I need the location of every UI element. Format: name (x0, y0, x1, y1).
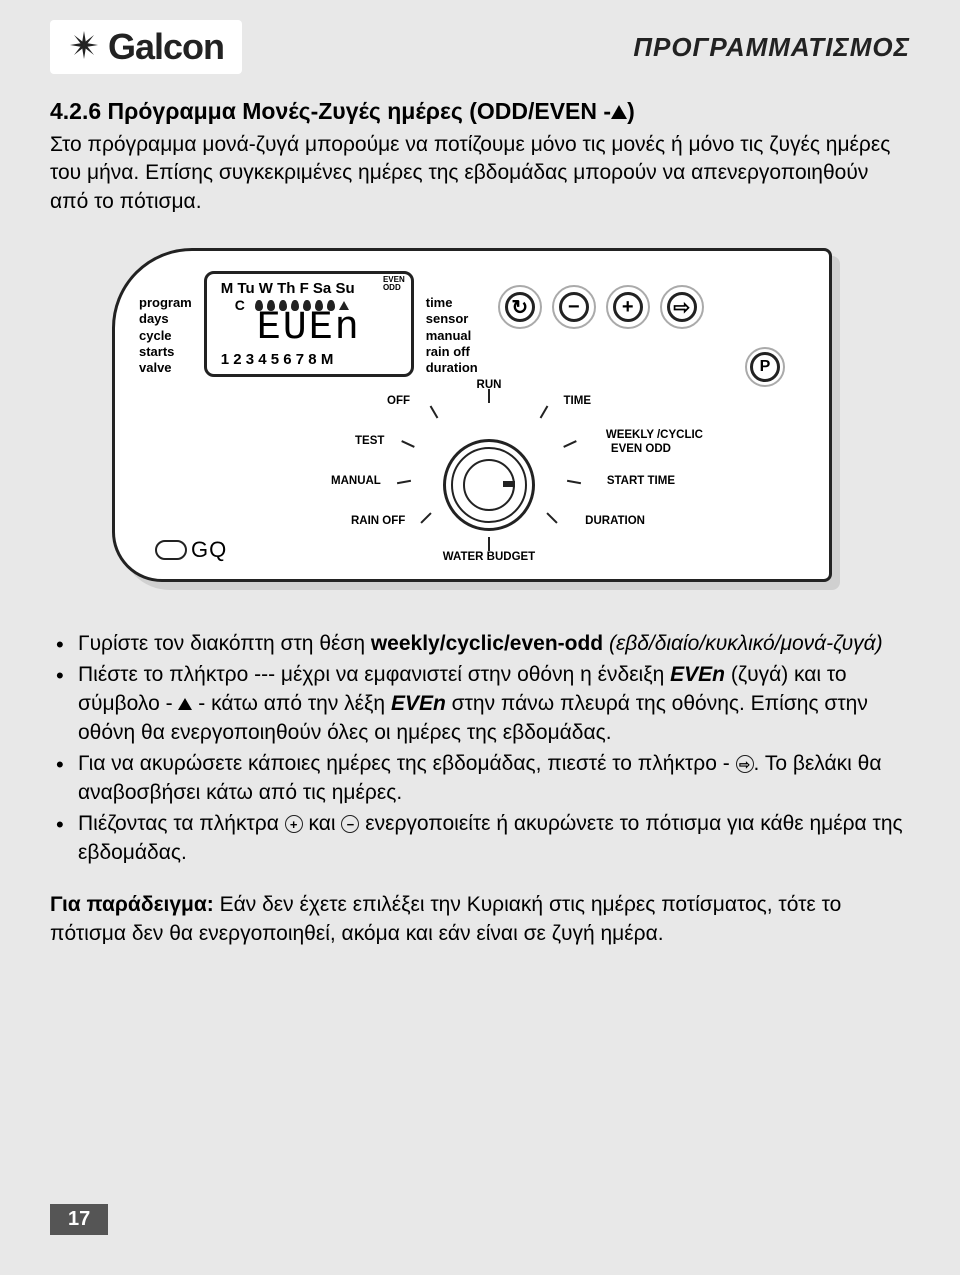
pill-icon (155, 540, 187, 560)
brand-name: Galcon (108, 26, 224, 68)
b2-mid2: - κάτω από την λέξη (192, 692, 391, 715)
b3-pre: Για να ακυρώσετε κάποιες ημέρες της εβδο… (78, 752, 736, 775)
dial-label-waterbudget: WATER BUDGET (443, 551, 535, 563)
dial-label-test: TEST (355, 435, 384, 447)
example-paragraph: Για παράδειγμα: Εάν δεν έχετε επιλέξει τ… (50, 890, 910, 949)
label-manual: manual (426, 328, 478, 344)
device-illustration: program days cycle starts valve EVEN ODD… (120, 256, 840, 590)
example-label: Για παράδειγμα: (50, 893, 214, 916)
label-duration: duration (426, 360, 478, 376)
bullet-1: Γυρίστε τον διακόπτη στη θέση weekly/cyc… (50, 630, 910, 659)
b2-em1: EVEn (670, 663, 725, 686)
cycle-icon: ↻ (505, 292, 535, 322)
section-title-close: ) (627, 98, 635, 124)
cycle-button[interactable]: ↻ (498, 285, 542, 329)
page-category: ΠΡΟΓΡΑΜΜΑΤΙΣΜΟΣ (633, 32, 910, 63)
lcd-left-labels: program days cycle starts valve (139, 295, 192, 376)
label-program: program (139, 295, 192, 311)
device-buttons: ↻ − + ⇨ (498, 285, 704, 329)
lcd-c-label: C (235, 297, 251, 313)
minus-button[interactable]: − (552, 285, 596, 329)
p-icon: P (750, 352, 780, 382)
bullet-2: Πιέστε το πλήκτρο --- μέχρι να εμφανιστε… (50, 661, 910, 748)
label-time: time (426, 295, 478, 311)
arrow-icon: ⇨ (667, 292, 697, 322)
bullet-3: Για να ακυρώσετε κάποιες ημέρες της εβδο… (50, 750, 910, 808)
galcon-icon (68, 29, 100, 66)
b4-pre: Πιέζοντας τα πλήκτρα (78, 812, 285, 835)
label-starts: starts (139, 344, 192, 360)
plus-button[interactable]: + (606, 285, 650, 329)
b4-mid: και (303, 812, 342, 835)
lcd-right-labels: time sensor manual rain off duration (426, 295, 478, 376)
dial-label-starttime: START TIME (607, 475, 675, 487)
dial-selector: RUN OFF TIME TEST WEEKLY /CYCLIC EVEN OD… (279, 381, 699, 561)
section-heading: 4.2.6 Πρόγραμμα Μονές-Ζυγές ημέρες (ODD/… (50, 98, 910, 125)
b2-pre: Πιέστε το πλήκτρο --- μέχρι να εμφανιστε… (78, 663, 670, 686)
b1-pre: Γυρίστε τον διακόπτη στη θέση (78, 632, 371, 655)
page-header: Galcon ΠΡΟΓΡΑΜΜΑΤΙΣΜΟΣ (50, 20, 910, 74)
dial-label-off: OFF (387, 395, 410, 407)
label-sensor: sensor (426, 311, 478, 327)
label-valve: valve (139, 360, 192, 376)
dial-label-rainoff: RAIN OFF (351, 515, 405, 527)
label-rainoff: rain off (426, 344, 478, 360)
dial-label-weekly: WEEKLY /CYCLIC (606, 429, 703, 441)
lcd-screen: EVEN ODD M Tu W Th F Sa Su C EUEn 1 2 3 … (204, 271, 414, 377)
label-cycle: cycle (139, 328, 192, 344)
bullet-4: Πιέζοντας τα πλήκτρα + και − ενεργοποιεί… (50, 810, 910, 868)
section-number-title: 4.2.6 Πρόγραμμα Μονές-Ζυγές ημέρες (ODD/… (50, 98, 611, 124)
lcd-corner-label: EVEN ODD (383, 276, 405, 292)
arrow-button[interactable]: ⇨ (660, 285, 704, 329)
plus-circle-icon: + (285, 815, 303, 833)
lcd-main-display: EUEn (221, 309, 397, 349)
dial-label-time: TIME (564, 395, 591, 407)
lcd-odd-label: ODD (383, 284, 405, 292)
lcd-days-row: M Tu W Th F Sa Su (221, 280, 397, 297)
minus-circle-icon: − (341, 815, 359, 833)
dial-label-evenodd: EVEN ODD (611, 443, 671, 455)
gq-logo: GQ (155, 537, 227, 563)
section-intro: Στο πρόγραμμα μονά-ζυγά μπορούμε να ποτί… (50, 131, 910, 216)
triangle-icon (178, 698, 192, 710)
b1-ital: (εβδ/διαίο/κυκλικό/μονά-ζυγά) (603, 632, 882, 655)
up-triangle-icon (611, 105, 627, 119)
page-number-badge: 17 (50, 1204, 108, 1235)
label-days: days (139, 311, 192, 327)
dial-label-manual: MANUAL (331, 475, 381, 487)
rotary-dial[interactable] (443, 439, 535, 531)
dial-label-duration: DURATION (585, 515, 645, 527)
brand-logo: Galcon (50, 20, 242, 74)
arrow-circle-icon: ⇨ (736, 755, 754, 773)
gq-text: GQ (191, 537, 227, 563)
plus-icon: + (613, 292, 643, 322)
p-button[interactable]: P (745, 347, 785, 387)
minus-icon: − (559, 292, 589, 322)
instruction-list: Γυρίστε τον διακόπτη στη θέση weekly/cyc… (50, 630, 910, 868)
b1-bold: weekly/cyclic/even-odd (371, 632, 603, 655)
lcd-bottom-row: 1 2 3 4 5 6 7 8 M (221, 351, 397, 368)
b2-em2: EVEn (391, 692, 446, 715)
